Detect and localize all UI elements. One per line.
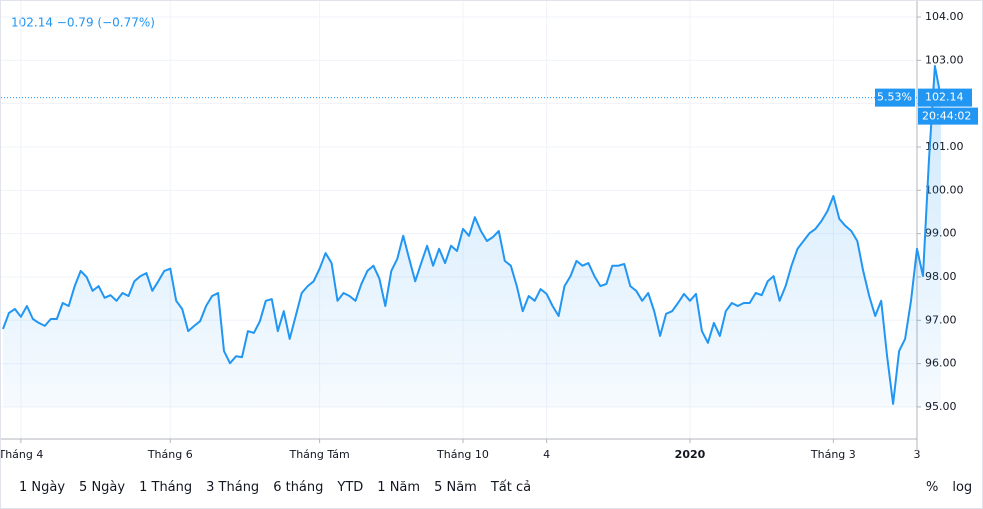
toolbar-button[interactable]: 5 Ngày	[79, 480, 126, 495]
time-box	[918, 107, 978, 125]
option-toolbar: % log	[926, 477, 982, 499]
toolbar-button[interactable]: 5 Năm	[434, 480, 477, 495]
toolbar-button[interactable]: YTD	[337, 480, 364, 495]
x-tick-label: Tháng 6	[147, 448, 193, 461]
toolbar-button[interactable]: 6 tháng	[273, 480, 324, 495]
header-quote: 102.14 −0.79 (−0.77%)	[11, 16, 155, 30]
x-tick-label: 4	[543, 448, 550, 461]
time-label: 20:44:02	[922, 110, 971, 123]
x-tick-label: Tháng Tám	[288, 448, 349, 461]
range-toolbar: 1 Ngày 5 Ngày 1 Tháng 3 Tháng 6 tháng YTD 1 Nă…	[19, 477, 545, 499]
y-tick-label: 104.00	[925, 10, 964, 23]
x-tick-label: Tháng 4	[1, 448, 43, 461]
y-tick-label: 103.00	[925, 53, 964, 66]
x-tick-label: Tháng 10	[436, 448, 489, 461]
x-tick-label: Tháng 3	[810, 448, 856, 461]
change-box	[875, 88, 915, 107]
toolbar-button[interactable]: Tất cả	[490, 480, 532, 495]
toolbar-button[interactable]: 3 Tháng	[206, 480, 260, 495]
price-line	[2, 65, 942, 405]
toolbar-button[interactable]: 1 Ngày	[19, 480, 66, 495]
price-label: 102.14	[925, 91, 964, 104]
toolbar-button[interactable]: log	[952, 480, 973, 495]
chart: 102.14 −0.79 (−0.77%) 95.0096.0097.0098.…	[1, 1, 978, 461]
toolbar-button[interactable]: %	[926, 480, 939, 495]
change-label: 5.53%	[877, 91, 912, 104]
x-tick-label: 2020	[675, 448, 706, 461]
area	[3, 66, 941, 407]
toolbar-button[interactable]: 1 Năm	[377, 480, 421, 495]
toolbar-button[interactable]: 1 Tháng	[139, 480, 193, 495]
price-box	[918, 88, 972, 107]
x-tick-label: 3	[914, 448, 921, 461]
